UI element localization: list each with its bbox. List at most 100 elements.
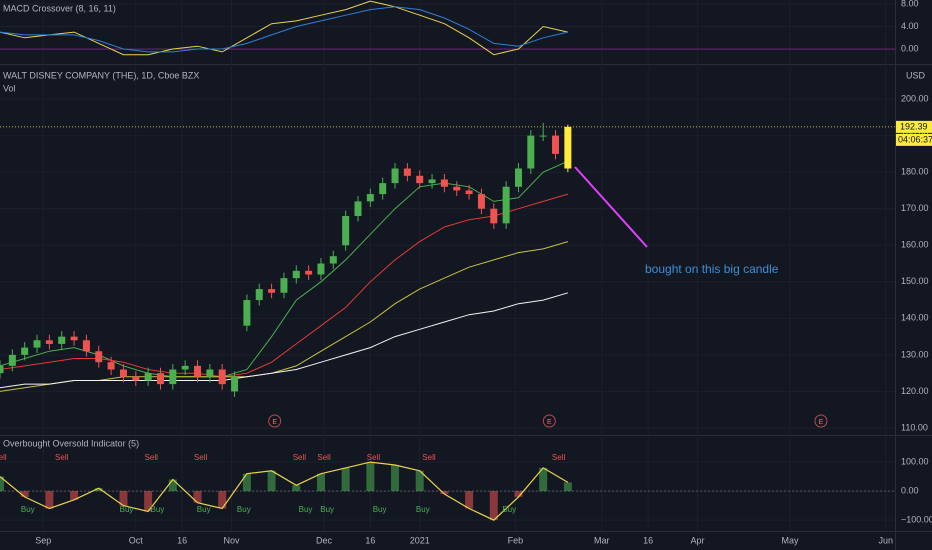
x-tick-label: Dec (316, 535, 333, 545)
candle-body (403, 168, 411, 176)
candle-body (95, 351, 103, 363)
marks (0, 0, 572, 521)
candle-body (391, 168, 399, 184)
bar (144, 491, 153, 512)
x-tick-label: 2021 (410, 535, 430, 545)
candle-body (477, 194, 485, 209)
candle-body (231, 376, 239, 392)
sell-signal: Sell (293, 453, 307, 462)
sell-signal: Sell (317, 453, 331, 462)
buy-signal: Buy (416, 505, 430, 514)
candle-body (379, 183, 387, 195)
y-tick-label: 130.00 (901, 349, 929, 359)
candle-body (268, 289, 276, 293)
buy-signal: Buy (120, 505, 134, 514)
y-tick-label: 200.00 (901, 93, 929, 103)
macd-title: MACD Crossover (8, 16, 11) (3, 3, 116, 13)
y-tick-label: 4.00 (901, 21, 919, 31)
earnings-label: E (819, 419, 824, 426)
moving-average (0, 160, 569, 378)
candle-body (0, 365, 4, 374)
bar (292, 485, 301, 492)
x-tick-label: 16 (177, 535, 187, 545)
y-tick-label: 150.00 (901, 276, 929, 286)
candle-body (82, 340, 90, 352)
buy-signal: Buy (373, 505, 387, 514)
x-tick-label: 16 (643, 535, 653, 545)
sell-signal: Sell (0, 453, 7, 462)
bar (94, 488, 103, 492)
earnings-label: E (272, 419, 277, 426)
candle-body (255, 289, 263, 301)
oscillator-line (0, 461, 569, 521)
bar (316, 473, 325, 492)
last-price: 192.39 (900, 121, 928, 131)
y-tick-label: 0.00 (901, 43, 919, 53)
sell-signal: Sell (422, 453, 436, 462)
bar (465, 491, 474, 509)
candle-body (144, 373, 152, 381)
bar (440, 491, 449, 494)
buy-signal: Buy (299, 505, 313, 514)
bar (341, 467, 350, 492)
y-tick-label: 8.00 (901, 0, 919, 8)
y-tick-label: 100.00 (901, 456, 929, 466)
bar (514, 491, 523, 497)
bar (489, 491, 498, 521)
candle-body (539, 135, 547, 137)
bar (539, 467, 548, 492)
candle-body (132, 376, 140, 381)
candle-body (490, 208, 498, 224)
candle-body (218, 369, 226, 385)
y-tick-label: 170.00 (901, 203, 929, 213)
candle-body (502, 186, 510, 224)
x-tick-label: Mar (594, 535, 610, 545)
candle-body (107, 362, 115, 370)
bar (391, 464, 400, 492)
y-tick-label: 160.00 (901, 240, 929, 250)
countdown-box (896, 133, 932, 146)
candle-body (33, 340, 41, 348)
buy-signal: Buy (320, 505, 334, 514)
earnings-marker (814, 414, 828, 428)
macd-line (0, 0, 569, 56)
candle-body (292, 270, 300, 279)
bar (366, 462, 375, 492)
bar (242, 473, 251, 492)
sell-signal: Sell (145, 453, 159, 462)
x-tick-label: May (782, 535, 800, 545)
x-tick-label: Jun (878, 535, 893, 545)
candle-body (70, 336, 78, 341)
sell-signal: Sell (367, 453, 381, 462)
x-tick-label: Feb (508, 535, 524, 545)
candle-body (119, 369, 127, 377)
bar (45, 491, 54, 509)
candle-body (552, 135, 560, 154)
annotation-arrow (574, 166, 648, 248)
candle-body (280, 278, 288, 293)
y-tick-label: 0.00 (901, 485, 919, 495)
earnings-label: E (547, 419, 552, 426)
candle-body (440, 179, 448, 187)
candle-body (527, 135, 535, 169)
bar (415, 470, 424, 492)
bar (193, 491, 202, 503)
candle-body (21, 347, 29, 355)
candle-body (156, 373, 164, 385)
candle-body (453, 186, 461, 191)
candle-body (243, 300, 251, 326)
candle-body (206, 369, 214, 377)
y-tick-label: 120.00 (901, 386, 929, 396)
buy-signal: Buy (502, 505, 516, 514)
macd-line (0, 6, 569, 53)
candle-body (329, 256, 337, 264)
sell-signal: Sell (194, 453, 208, 462)
volume-label: Vol (3, 83, 16, 93)
buy-signal: Buy (21, 505, 35, 514)
earnings-marker (542, 414, 556, 428)
bar (267, 470, 276, 492)
candle-body (465, 190, 473, 195)
